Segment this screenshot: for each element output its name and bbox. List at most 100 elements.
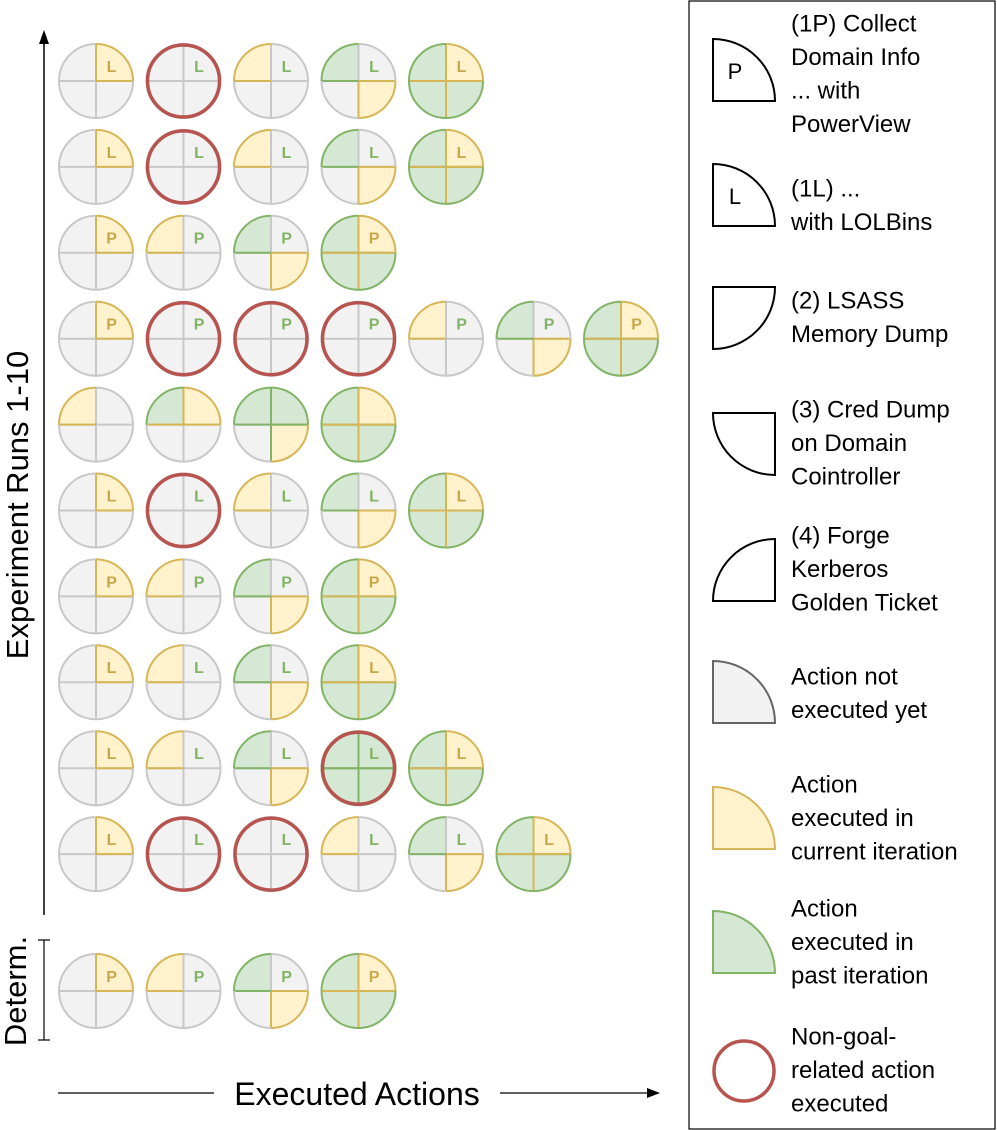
outline-tl bbox=[408, 128, 447, 167]
quadrant-tr-not-executed bbox=[183, 44, 221, 81]
run-4-action-4: P bbox=[320, 300, 397, 377]
outline-br bbox=[533, 338, 572, 377]
run-5-action-4 bbox=[320, 386, 397, 463]
legend-text-line: PowerView bbox=[791, 111, 911, 138]
quadrant-br-not-executed bbox=[96, 768, 133, 806]
outline-br bbox=[358, 510, 397, 549]
outline-br bbox=[533, 854, 572, 893]
quadrant-br-not-executed bbox=[96, 81, 133, 118]
outline-tl bbox=[233, 644, 272, 683]
outline-br bbox=[270, 252, 309, 291]
legend-item-6: Action not executed yet bbox=[712, 659, 927, 724]
outline-bl bbox=[408, 510, 447, 549]
outline-tl bbox=[58, 953, 97, 992]
run-1-action-4: L bbox=[320, 43, 397, 119]
outline-br bbox=[358, 80, 397, 119]
action-letter: L bbox=[194, 660, 204, 677]
outline-br bbox=[358, 424, 397, 463]
outline-bl bbox=[58, 80, 97, 119]
quadrant-tr-not-executed bbox=[358, 129, 396, 167]
run-7-action-1: P bbox=[58, 558, 134, 635]
quadrant-br-past bbox=[358, 768, 396, 806]
non-goal-ring bbox=[320, 300, 397, 377]
action-letter: L bbox=[369, 660, 379, 677]
outline-bl bbox=[58, 596, 97, 635]
legend-text-line: Golden Ticket bbox=[791, 589, 938, 616]
outline-tl bbox=[320, 953, 359, 992]
quadrant-tl-past bbox=[321, 129, 359, 167]
outline-br bbox=[358, 854, 397, 893]
quadrant-br-past bbox=[446, 510, 483, 548]
legend-text-line: (3) Cred Dump bbox=[791, 396, 950, 423]
quadrant-br-not-executed bbox=[446, 338, 483, 376]
quadrant-tl-past bbox=[584, 301, 621, 339]
quadrant-tr-not-executed bbox=[271, 645, 308, 683]
quadrant-tl-not-executed bbox=[234, 817, 271, 855]
quadrant-tr-current bbox=[446, 731, 483, 769]
run-7-action-2: P bbox=[145, 558, 222, 635]
outline-bl bbox=[320, 854, 359, 893]
quadrant-tr-not-executed bbox=[183, 301, 221, 339]
quadrant-tl-current bbox=[146, 559, 184, 597]
quadrant-bl-not-executed bbox=[321, 510, 359, 548]
quadrant-tl-current bbox=[146, 215, 184, 253]
outline-bl bbox=[145, 596, 184, 635]
quadrant-tr-not-executed bbox=[271, 44, 308, 81]
determ-bracket bbox=[38, 939, 50, 1041]
quadrant-br-current bbox=[271, 768, 308, 806]
outline-tl bbox=[145, 953, 184, 992]
outline-tr bbox=[445, 730, 484, 769]
run-row-5 bbox=[58, 386, 397, 463]
quadrant-bl-not-executed bbox=[321, 338, 359, 376]
run-1-action-5: L bbox=[408, 43, 484, 119]
outline-br bbox=[183, 252, 222, 291]
quadrant-tr-current bbox=[358, 559, 396, 597]
legend-text-line: Memory Dump bbox=[791, 321, 948, 348]
outline-tl bbox=[320, 816, 359, 855]
action-letter: L bbox=[457, 746, 467, 763]
action-letter: L bbox=[457, 832, 467, 849]
action-letter: P bbox=[369, 969, 380, 986]
quadrant-tr-not-executed bbox=[271, 301, 308, 339]
outline-tl bbox=[58, 300, 97, 339]
action-letter: P bbox=[194, 231, 205, 248]
quadrant-bl-past bbox=[409, 81, 446, 118]
quadrant-bl-past bbox=[496, 854, 534, 892]
action-letter: L bbox=[369, 59, 379, 76]
outline-tl bbox=[408, 472, 447, 511]
outline-br bbox=[270, 596, 309, 635]
outline-br bbox=[358, 252, 397, 291]
quadrant-tl-not-executed bbox=[59, 731, 96, 769]
quadrant-bl-not-executed bbox=[234, 252, 271, 290]
outline-bl bbox=[58, 166, 97, 205]
quadrant-br-not-executed bbox=[183, 81, 221, 118]
outline-tr bbox=[358, 472, 397, 511]
legend-text-line: executed yet bbox=[791, 697, 927, 724]
outline-br bbox=[358, 682, 397, 721]
quadrant-bl-not-executed bbox=[409, 854, 446, 892]
quadrant-br-not-executed bbox=[183, 338, 221, 376]
outline-tr bbox=[95, 386, 134, 425]
quadrant-tr-current bbox=[96, 44, 133, 81]
quadrant-br-not-executed bbox=[183, 991, 221, 1028]
non-goal-ring bbox=[145, 300, 222, 377]
legend-text-line: related action bbox=[791, 1057, 935, 1084]
quadrant-br-not-executed bbox=[271, 166, 308, 204]
legend-item-3: (2) LSASS Memory Dump bbox=[712, 286, 948, 351]
action-letter: L bbox=[457, 59, 467, 76]
legend: P (1P) Collect Domain Info ... with PowerVie… bbox=[711, 10, 958, 1117]
quadrant-tr-current bbox=[358, 954, 396, 991]
outline-br bbox=[95, 990, 134, 1029]
action-letter: P bbox=[194, 574, 205, 591]
outline-tr bbox=[95, 128, 134, 167]
quadrant-br-not-executed bbox=[183, 424, 221, 462]
legend-text-line: ... with bbox=[791, 77, 860, 104]
legend-text-line: Action not bbox=[791, 663, 898, 690]
outline-tr bbox=[95, 43, 134, 82]
quadrant-tr-not-executed bbox=[533, 301, 571, 339]
run-5-action-2 bbox=[145, 386, 222, 463]
quadrant-bl-not-executed bbox=[234, 81, 271, 118]
outline-tr bbox=[95, 730, 134, 769]
